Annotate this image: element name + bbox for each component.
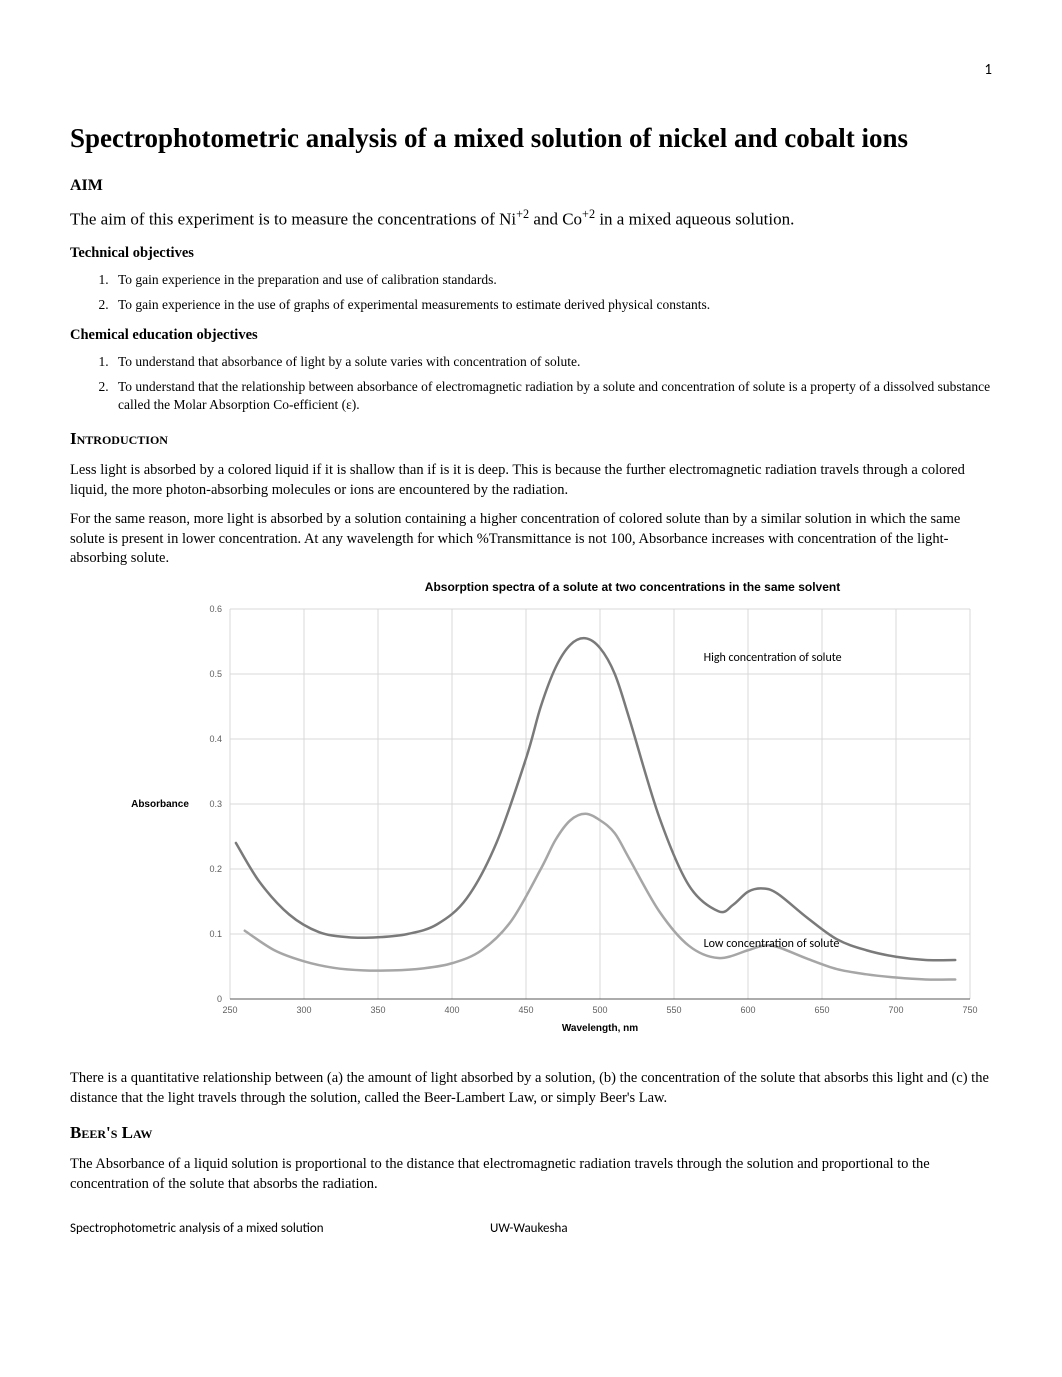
aim-heading: AIM [70,175,992,197]
footer-left: Spectrophotometric analysis of a mixed s… [70,1220,490,1238]
svg-text:0.6: 0.6 [209,604,222,614]
svg-text:0.1: 0.1 [209,929,222,939]
chemical-objectives-heading: Chemical education objectives [70,326,992,346]
aim-post: in a mixed aqueous solution. [595,210,794,229]
list-item: To understand that absorbance of light b… [112,353,992,371]
list-item-text: To understand that the relationship betw… [118,379,990,412]
list-item: To gain experience in the preparation an… [112,271,992,289]
sup-co: +2 [582,207,595,221]
svg-text:350: 350 [370,1005,385,1015]
footer-right: UW-Waukesha [490,1220,568,1238]
introduction-heading: Introduction [70,428,992,451]
chart-title: Absorption spectra of a solute at two co… [265,579,1000,595]
svg-text:0.2: 0.2 [209,864,222,874]
svg-text:450: 450 [518,1005,533,1015]
svg-text:Low concentration of solute: Low concentration of solute [704,937,840,951]
svg-text:750: 750 [962,1005,977,1015]
svg-text:0.3: 0.3 [209,799,222,809]
intro-paragraph-2: For the same reason, more light is absor… [70,510,992,569]
svg-text:0: 0 [217,994,222,1004]
page-number: 1 [70,60,992,80]
chart-svg: 0 0.1 0.2 0.3 0.4 0.5 0.6 250 300 350 400 450 500 550… [120,599,1000,1039]
svg-text:500: 500 [592,1005,607,1015]
post-chart-paragraph: There is a quantitative relationship bet… [70,1069,992,1108]
svg-text:0.4: 0.4 [209,734,222,744]
svg-text:700: 700 [888,1005,903,1015]
list-item: To understand that the relationship betw… [112,378,992,414]
svg-text:650: 650 [814,1005,829,1015]
list-item: To gain experience in the use of graphs … [112,296,992,314]
svg-text:Absorbance: Absorbance [131,799,189,810]
chemical-objectives-list: To understand that absorbance of light b… [112,353,992,414]
beers-paragraph: The Absorbance of a liquid solution is p… [70,1155,992,1194]
svg-text:Wavelength, nm: Wavelength, nm [562,1023,638,1034]
svg-text:400: 400 [444,1005,459,1015]
svg-text:300: 300 [296,1005,311,1015]
page-footer: Spectrophotometric analysis of a mixed s… [70,1220,992,1238]
svg-text:250: 250 [222,1005,237,1015]
svg-text:600: 600 [740,1005,755,1015]
technical-objectives-heading: Technical objectives [70,244,992,264]
beers-law-heading: Beer's Law [70,1122,992,1145]
aim-paragraph: The aim of this experiment is to measure… [70,206,992,232]
technical-objectives-list: To gain experience in the preparation an… [112,271,992,313]
aim-pre: The aim of this experiment is to measure… [70,210,516,229]
intro-paragraph-1: Less light is absorbed by a colored liqu… [70,461,992,500]
sup-ni: +2 [516,207,529,221]
aim-mid: and Co [529,210,582,229]
svg-text:High concentration of solute: High concentration of solute [704,651,842,665]
absorption-chart: Absorption spectra of a solute at two co… [120,579,1000,1039]
svg-text:550: 550 [666,1005,681,1015]
svg-text:0.5: 0.5 [209,669,222,679]
document-title: Spectrophotometric analysis of a mixed s… [70,120,992,156]
